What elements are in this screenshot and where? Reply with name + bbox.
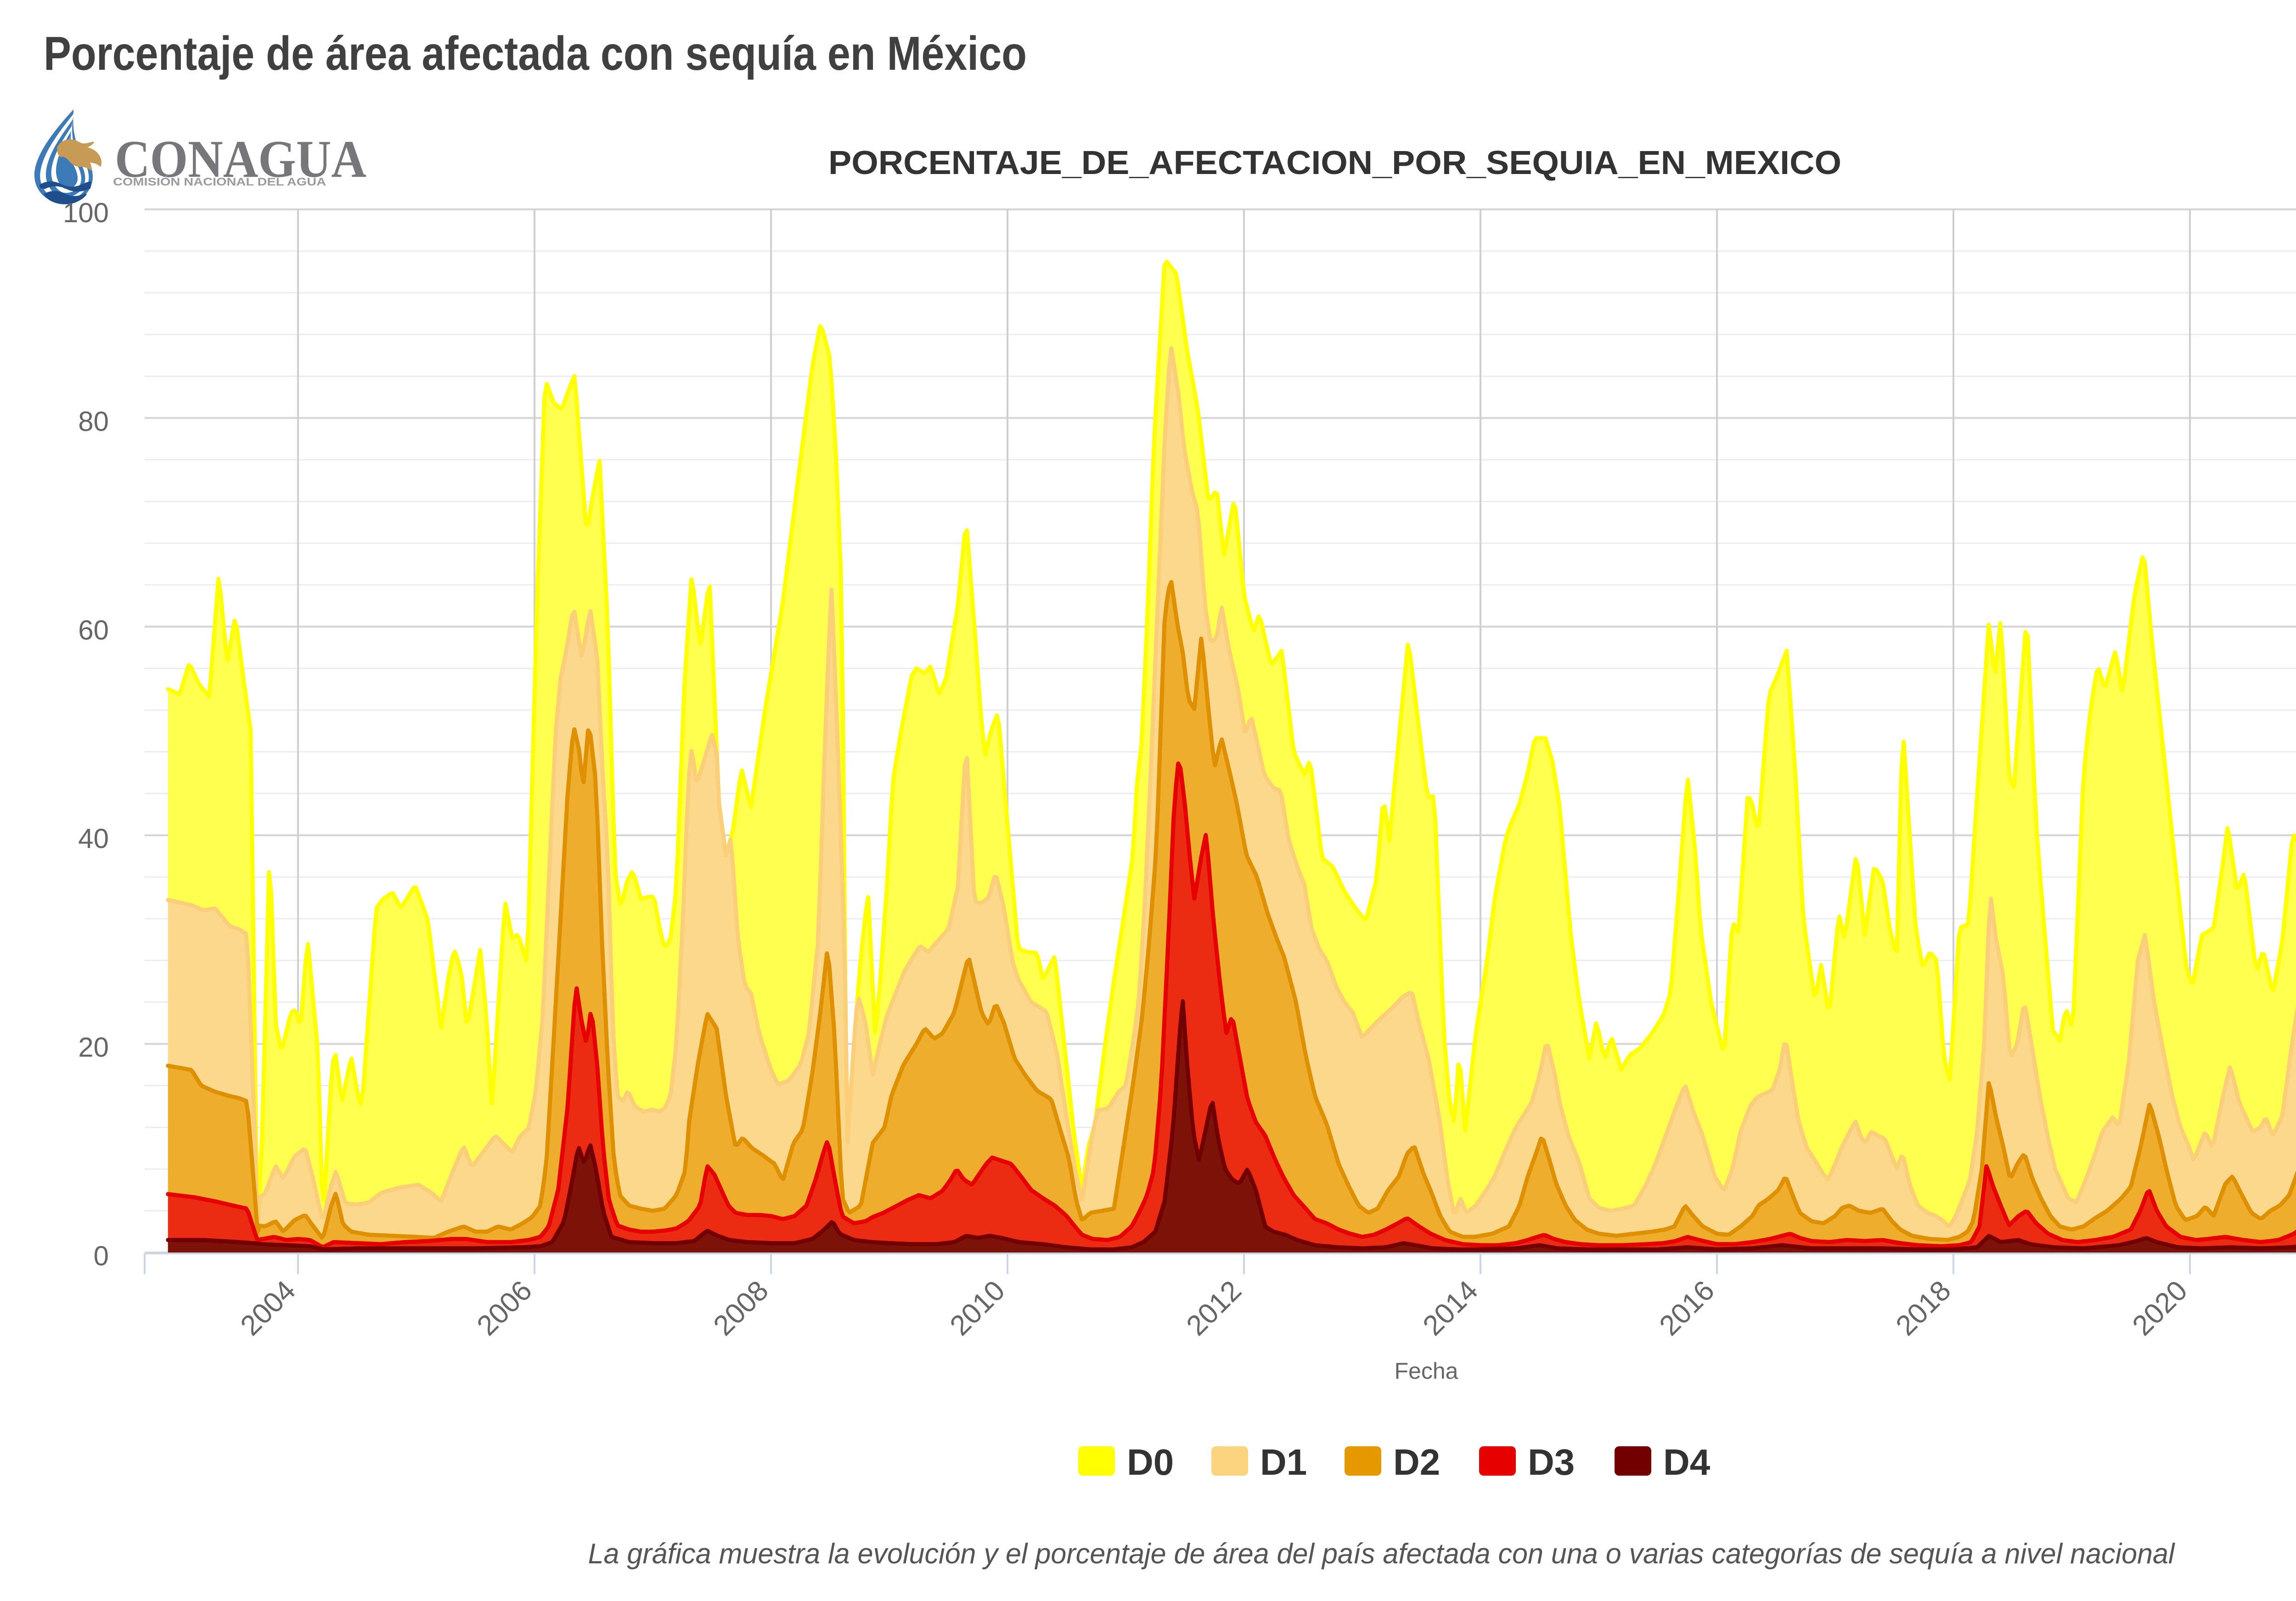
svg-text:D1: D1 <box>1260 1442 1307 1483</box>
svg-text:0: 0 <box>94 1241 109 1271</box>
svg-text:40: 40 <box>78 823 109 854</box>
svg-text:D2: D2 <box>1393 1442 1440 1483</box>
svg-text:20: 20 <box>78 1032 109 1063</box>
svg-text:D3: D3 <box>1528 1442 1575 1483</box>
svg-text:100: 100 <box>63 197 109 228</box>
svg-text:COMISIÓN NACIONAL DEL AGUA: COMISIÓN NACIONAL DEL AGUA <box>113 175 326 188</box>
svg-text:80: 80 <box>78 406 109 437</box>
svg-text:Porcentaje de área afectada co: Porcentaje de área afectada con sequía e… <box>44 27 1027 80</box>
svg-text:PORCENTAJE_DE_AFECTACION_POR_S: PORCENTAJE_DE_AFECTACION_POR_SEQUIA_EN_M… <box>828 145 1841 181</box>
svg-text:D0: D0 <box>1127 1442 1174 1483</box>
svg-text:La gráfica muestra la evolució: La gráfica muestra la evolución y el por… <box>588 1538 2176 1570</box>
svg-text:Fecha: Fecha <box>1395 1358 1458 1384</box>
svg-text:60: 60 <box>78 615 109 646</box>
svg-text:CONAGUA: CONAGUA <box>115 130 366 188</box>
svg-text:D4: D4 <box>1663 1442 1711 1483</box>
